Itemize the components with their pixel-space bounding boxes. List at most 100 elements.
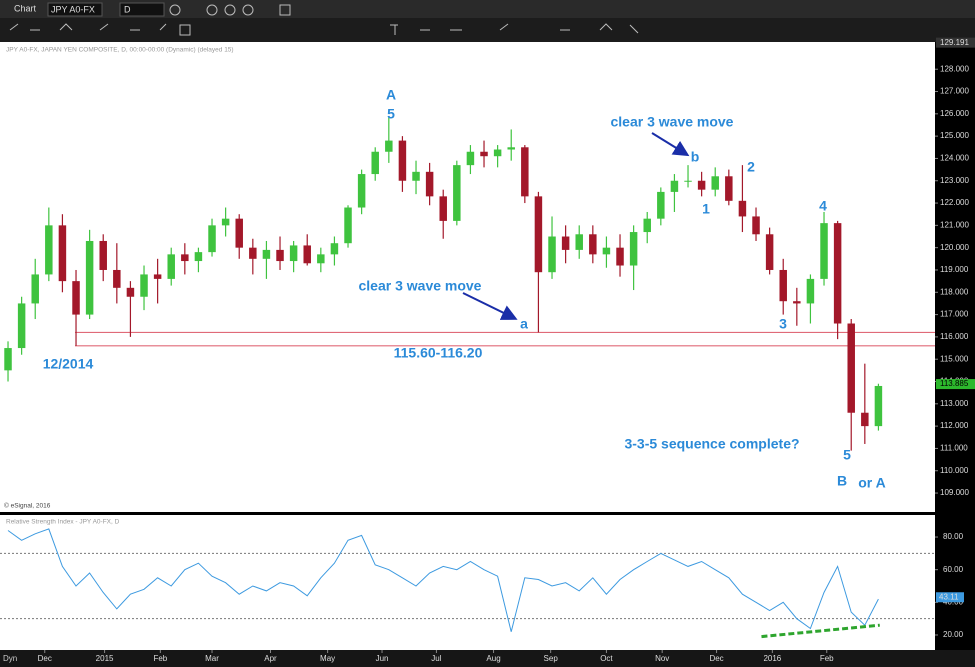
wave-label: a <box>520 316 528 332</box>
candle-body <box>534 196 543 273</box>
symbol-box[interactable] <box>47 2 103 17</box>
y-tick-label: 80.00 <box>943 532 964 541</box>
candle-body <box>453 165 461 221</box>
candle-body <box>643 218 651 233</box>
y-tick-label: 126.000 <box>940 109 969 118</box>
candle-body <box>4 348 12 371</box>
window-title: Chart <box>14 3 37 13</box>
candle-body <box>561 236 570 250</box>
candle-body <box>357 174 366 208</box>
annotations: A 5 clear 3 wave move b 2 1 4 3 a clear … <box>43 87 886 491</box>
wave-label: b <box>691 149 700 165</box>
candle-body <box>602 247 611 255</box>
y-tick-label: 127.000 <box>940 87 969 96</box>
candle-body <box>249 247 257 259</box>
candle-body <box>847 323 855 413</box>
candle-body <box>765 234 774 270</box>
x-axis-strip <box>0 650 975 667</box>
candle-body <box>833 223 842 324</box>
wave-label: 5 <box>843 447 851 463</box>
candle-body <box>711 176 719 190</box>
x-tick-label: Jul <box>431 654 441 663</box>
note: clear 3 wave move <box>359 278 482 294</box>
candle-body <box>371 151 379 175</box>
candle-body <box>806 278 815 304</box>
candle-body <box>466 151 475 166</box>
candle-body <box>276 249 284 262</box>
arrow <box>462 292 518 320</box>
candle-body <box>480 151 488 157</box>
axis-high-label: 129.191 <box>940 38 969 47</box>
candle-body <box>221 218 230 226</box>
candle-body <box>589 234 597 255</box>
candle-body <box>779 269 787 302</box>
candle-body <box>181 254 189 262</box>
candle-body <box>507 147 515 150</box>
y-tick-label: 109.000 <box>940 488 969 497</box>
candle-body <box>793 301 801 304</box>
candle-body <box>684 180 692 182</box>
y-tick-label: 112.000 <box>940 421 969 430</box>
candle-body <box>289 245 298 262</box>
x-tick-label: Nov <box>655 654 669 663</box>
candle-body <box>303 245 311 264</box>
x-tick-label: Apr <box>264 654 277 663</box>
last-price-box <box>936 379 975 390</box>
candle-body <box>167 254 175 279</box>
candle-body <box>398 140 407 181</box>
candle-body <box>385 140 393 152</box>
y-tick-label: 128.000 <box>940 64 969 73</box>
x-tick-label: Jun <box>376 654 389 663</box>
candle-body <box>317 254 325 264</box>
wave-label: 3 <box>779 316 787 332</box>
candle-body <box>235 218 243 248</box>
price-subtitle: JPY A0-FX, JAPAN YEN COMPOSITE, D, 00:00… <box>6 47 234 54</box>
y-tick-label: 121.000 <box>940 220 969 229</box>
x-tick-label: Mar <box>205 654 219 663</box>
candle-body <box>194 252 203 262</box>
candle-body <box>521 147 529 197</box>
y-tick-label: 122.000 <box>940 198 969 207</box>
x-tick-label: Sep <box>544 654 559 663</box>
y-tick-label: 111.000 <box>940 444 968 453</box>
symbol[interactable]: JPY A0-FX <box>51 4 95 14</box>
interval[interactable]: D <box>124 4 131 14</box>
candle-body <box>99 240 107 270</box>
candle-body <box>58 225 67 282</box>
x-tick-label: 2016 <box>763 654 781 663</box>
candle-body <box>113 269 121 288</box>
candle-body <box>725 176 733 201</box>
wave-label: A <box>386 87 396 103</box>
candle-body <box>657 191 665 219</box>
candle-body <box>874 385 883 427</box>
y-tick-label: 115.000 <box>940 354 969 363</box>
candle-body <box>439 196 447 221</box>
y-tick-label: 20.00 <box>943 630 964 639</box>
candle-body <box>17 303 26 349</box>
candle-body <box>548 236 556 273</box>
candle-body <box>616 247 624 266</box>
y-tick-label: 60.00 <box>943 565 964 574</box>
candle-body <box>31 274 39 304</box>
y-tick-label: 116.000 <box>940 332 969 341</box>
y-tick-label: 118.000 <box>940 287 969 296</box>
candle-body <box>330 243 339 255</box>
candle-body <box>344 207 352 244</box>
note: 3-3-5 sequence complete? <box>624 436 799 452</box>
candle-body <box>412 171 420 181</box>
toolbar-icons[interactable] <box>9 4 639 36</box>
y-tick-label: 120.000 <box>940 243 969 252</box>
credit: © eSignal, 2016 <box>4 502 51 510</box>
x-tick-label: Dec <box>38 654 52 663</box>
candle-body <box>126 287 135 297</box>
y-tick-label: 117.000 <box>940 310 969 319</box>
candle-body <box>738 200 747 217</box>
interval-box[interactable] <box>119 2 165 17</box>
status: Dyn <box>3 654 17 663</box>
arrow <box>651 132 690 157</box>
x-tick-label: Aug <box>486 654 500 663</box>
y-tick-label: 110.000 <box>940 466 969 475</box>
y-tick-label: 113.000 <box>940 399 969 408</box>
